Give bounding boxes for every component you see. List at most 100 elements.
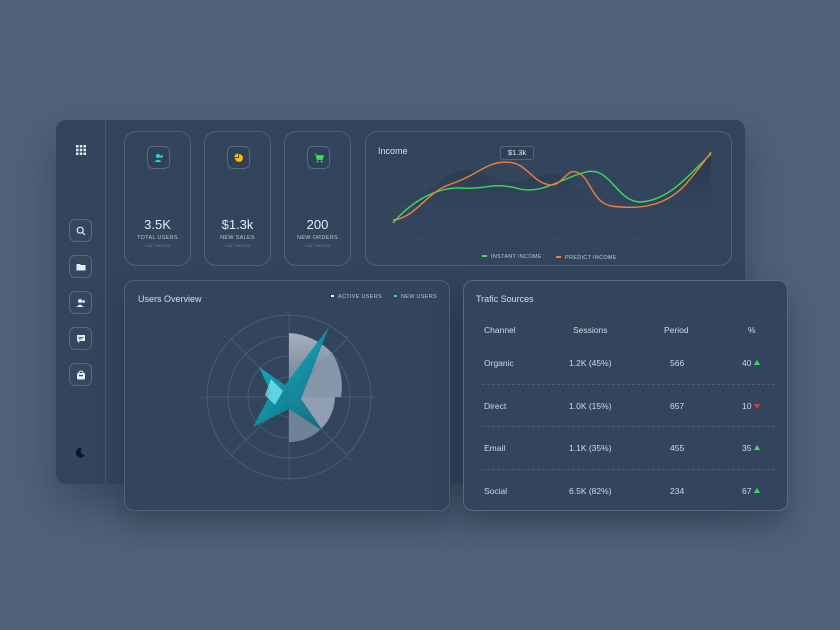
svg-text:—: —: [345, 334, 349, 338]
cell-channel: Organic: [484, 358, 514, 368]
column-header-percent: %: [748, 325, 756, 335]
cell-percent: 35: [742, 443, 761, 453]
stat-label: NEW ORDERS: [297, 235, 338, 241]
income-x-ticks: — — — — — — — — — — — —: [392, 237, 693, 241]
svg-text:—: —: [689, 237, 693, 241]
cell-sessions: 1.1K (35%): [569, 443, 612, 453]
cell-percent: 10: [742, 401, 761, 411]
bag-icon: [76, 370, 85, 379]
legend-swatch-white: [331, 295, 334, 297]
cell-channel: Email: [484, 443, 506, 453]
row-divider: [482, 469, 775, 470]
search-icon: [76, 226, 85, 235]
legend-label: INSTANT INCOME: [491, 254, 542, 260]
users-icon: [154, 153, 163, 162]
svg-text:—: —: [419, 237, 423, 241]
svg-text:—: —: [473, 237, 477, 241]
cell-sessions: 1.2K (45%): [569, 358, 612, 368]
cell-period: 455: [670, 443, 685, 453]
new-users-area: [253, 327, 329, 431]
legend-swatch-orange: [556, 256, 561, 258]
income-tooltip: $1.3k: [500, 146, 534, 160]
apps-grid-icon[interactable]: [76, 145, 86, 155]
cell-period: 234: [670, 486, 685, 496]
legend-new-users: NEW USERS: [394, 294, 437, 300]
cell-channel: Social: [484, 486, 508, 496]
traffic-sources-card: Trafic Sources Channel Sessions Period %…: [463, 280, 788, 511]
income-chart: — — — — — — — — — — — —: [388, 151, 712, 241]
column-header-period: Period: [664, 325, 689, 335]
svg-text:—: —: [662, 237, 666, 241]
users-radar-chart: — — — — — — — —: [200, 310, 375, 485]
svg-text:—: —: [581, 237, 585, 241]
svg-text:—: —: [286, 310, 290, 314]
users-overview-card: Users Overview ACTIVE USERS NEW USERS: [124, 280, 450, 511]
trend-up-icon: [754, 360, 761, 365]
svg-text:—: —: [500, 237, 504, 241]
income-area: [393, 154, 711, 232]
cell-percent: 40: [742, 358, 761, 368]
stat-value: 3.5K: [144, 217, 171, 232]
users-icon: [76, 298, 85, 307]
legend-label: PREDICT INCOME: [565, 255, 617, 261]
stat-card-total-users: 3.5K TOTAL USERS LAST MONTH: [124, 131, 191, 266]
cell-sessions: 6.5K (82%): [569, 486, 612, 496]
svg-text:—: —: [527, 237, 531, 241]
stat-card-new-sales: $1.3k NEW SALES LAST MONTH: [204, 131, 271, 266]
legend-label: ACTIVE USERS: [338, 294, 382, 300]
stat-sublabel: LAST MONTH: [224, 243, 251, 248]
svg-text:—: —: [554, 237, 558, 241]
stat-label: NEW SALES: [220, 235, 255, 241]
pie-chart-icon: [233, 152, 243, 162]
sidebar: [56, 120, 106, 484]
column-header-sessions: Sessions: [573, 325, 608, 335]
stat-sublabel: LAST MONTH: [144, 243, 171, 248]
traffic-title: Trafic Sources: [476, 294, 534, 304]
legend-predict-income: PREDICT INCOME: [556, 255, 617, 261]
sidebar-item-files[interactable]: [69, 255, 92, 278]
radar-axis-ticks: — — — — — — — —: [200, 310, 375, 485]
legend-active-users: ACTIVE USERS: [331, 294, 382, 300]
stat-icon-box: [307, 146, 330, 169]
svg-text:—: —: [635, 237, 639, 241]
legend-instant-income: INSTANT INCOME: [482, 254, 542, 260]
users-overview-title: Users Overview: [138, 294, 202, 304]
svg-text:—: —: [223, 334, 227, 338]
svg-text:—: —: [286, 481, 290, 485]
stat-value: 200: [306, 217, 329, 232]
column-header-channel: Channel: [484, 325, 516, 335]
svg-text:—: —: [446, 237, 450, 241]
percent-value: 10: [742, 401, 752, 411]
cell-percent: 67: [742, 486, 761, 496]
stat-icon-box: [227, 146, 250, 169]
svg-text:—: —: [200, 395, 204, 399]
stat-icon-box: [147, 146, 170, 169]
stat-value: $1.3k: [221, 217, 254, 232]
legend-label: NEW USERS: [401, 294, 438, 300]
percent-value: 40: [742, 358, 752, 368]
legend-swatch-green: [482, 255, 487, 257]
trend-down-icon: [754, 404, 761, 409]
sidebar-item-users[interactable]: [69, 291, 92, 314]
cell-channel: Direct: [484, 401, 507, 411]
income-title: Income: [378, 146, 408, 156]
cell-period: 566: [670, 358, 685, 368]
new-users-highlight: [265, 379, 283, 405]
row-divider: [482, 384, 775, 385]
sidebar-item-messages[interactable]: [69, 327, 92, 350]
svg-text:—: —: [371, 395, 375, 399]
folder-icon: [76, 263, 85, 270]
chat-icon: [76, 334, 85, 343]
svg-text:—: —: [608, 237, 612, 241]
sidebar-item-search[interactable]: [69, 219, 92, 242]
legend-swatch-cyan: [394, 295, 397, 297]
stat-card-new-orders: 200 NEW ORDERS LAST MONTH: [284, 131, 351, 266]
svg-text:—: —: [225, 456, 229, 460]
stat-label: TOTAL USERS: [137, 235, 178, 241]
predict-income-line: [392, 151, 712, 221]
sidebar-item-shop[interactable]: [69, 363, 92, 386]
percent-value: 35: [742, 443, 752, 453]
moon-icon[interactable]: [75, 447, 86, 458]
trend-up-icon: [754, 488, 761, 493]
income-card: Income — — — — — — — — — — — — $1.3k INSTANT INCOME…: [365, 131, 732, 266]
